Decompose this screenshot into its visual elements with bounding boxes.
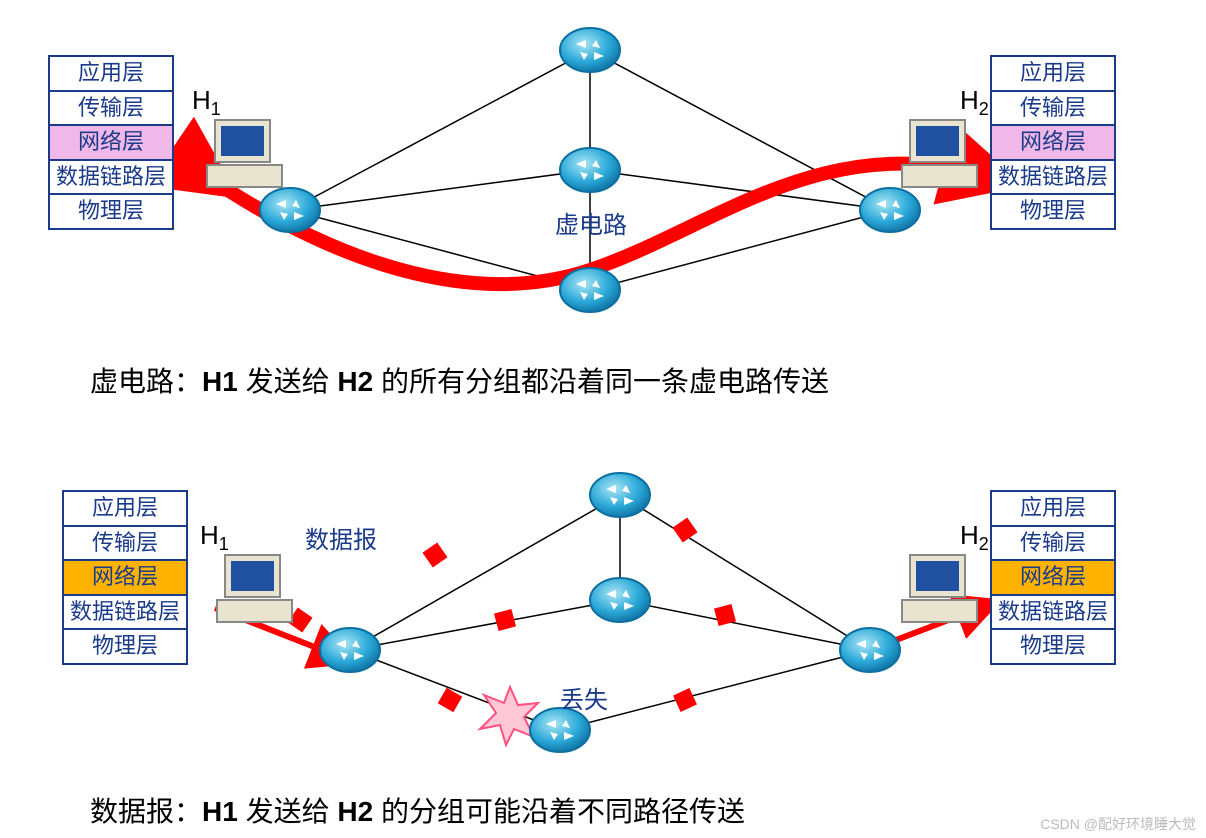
datagram-label: 数据报 (305, 520, 377, 555)
layer-physical: 物理层 (991, 629, 1115, 664)
layer-application: 应用层 (49, 56, 173, 91)
layer-application: 应用层 (991, 491, 1115, 526)
layer-transport: 传输层 (991, 526, 1115, 561)
layer-physical: 物理层 (63, 629, 187, 664)
top-host-h1 (207, 120, 282, 187)
top-h1-label: H1 (192, 85, 221, 120)
top-stack-right: 应用层 传输层 网络层 数据链路层 物理层 (990, 55, 1116, 230)
layer-application: 应用层 (63, 491, 187, 526)
layer-transport: 传输层 (991, 91, 1115, 126)
starburst-icon (480, 687, 538, 745)
bottom-stack-right: 应用层 传输层 网络层 数据链路层 物理层 (990, 490, 1116, 665)
bottom-host-h1 (217, 555, 292, 622)
top-h2-label: H2 (960, 85, 989, 120)
layer-datalink: 数据链路层 (991, 160, 1115, 195)
top-network (205, 28, 985, 312)
bottom-stack-left: 应用层 传输层 网络层 数据链路层 物理层 (62, 490, 188, 665)
layer-network: 网络层 (63, 560, 187, 595)
bottom-h2-label: H2 (960, 520, 989, 555)
layer-application: 应用层 (991, 56, 1115, 91)
diagram-root: 应用层 传输层 网络层 数据链路层 物理层 应用层 传输层 网络层 数据链路层 … (0, 0, 1206, 838)
top-host-h2 (902, 120, 977, 187)
top-center-label: 虚电路 (555, 205, 627, 240)
layer-physical: 物理层 (991, 194, 1115, 229)
layer-transport: 传输层 (63, 526, 187, 561)
bottom-routers (320, 473, 900, 752)
layer-datalink: 数据链路层 (63, 595, 187, 630)
layer-network: 网络层 (991, 560, 1115, 595)
watermark: CSDN @配好环境睡大觉 (1040, 814, 1196, 834)
layer-network: 网络层 (991, 125, 1115, 160)
bottom-h1-label: H1 (200, 520, 229, 555)
layer-transport: 传输层 (49, 91, 173, 126)
layer-network: 网络层 (49, 125, 173, 160)
top-stack-left: 应用层 传输层 网络层 数据链路层 物理层 (48, 55, 174, 230)
layer-datalink: 数据链路层 (49, 160, 173, 195)
top-caption: 虚电路：H1 发送给 H2 的所有分组都沿着同一条虚电路传送 (90, 360, 829, 400)
layer-physical: 物理层 (49, 194, 173, 229)
bottom-host-h2 (902, 555, 977, 622)
bottom-caption: 数据报：H1 发送给 H2 的分组可能沿着不同路径传送 (90, 790, 745, 830)
lost-label: 丢失 (560, 680, 608, 715)
layer-datalink: 数据链路层 (991, 595, 1115, 630)
